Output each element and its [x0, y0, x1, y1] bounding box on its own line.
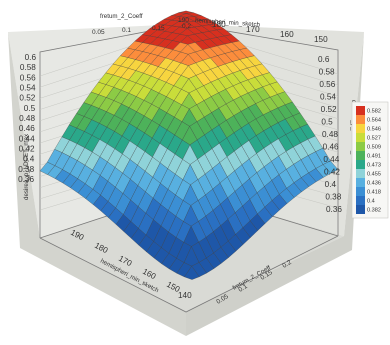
legend-label: 0.455: [367, 172, 381, 178]
top-axis-title-right: hemispheri_min_sketch: [195, 17, 261, 29]
top-y-tick: 170: [246, 25, 260, 34]
legend-swatch: [356, 169, 365, 178]
legend-label: 0.582: [367, 109, 381, 115]
color-legend: 0.582 0.564 0.546 0.527 0.509 0.491 0.473 0.455…: [351, 101, 389, 219]
z-tick-right: 0.42: [324, 168, 340, 177]
legend-swatch: [356, 151, 365, 160]
legend-label: 0.436: [367, 181, 381, 187]
z-tick-right: 0.52: [321, 105, 337, 114]
top-x-tick: 0.05: [92, 29, 105, 36]
front-right-tick: 0.1: [237, 283, 249, 294]
top-x-tick: 0.15: [152, 25, 165, 32]
z-tick-right: 0.56: [319, 80, 335, 89]
legend-swatch: [356, 196, 365, 205]
surface-cell: [184, 265, 200, 280]
z-tick-left: 0.46: [19, 124, 35, 133]
z-tick-left: 0.56: [20, 73, 36, 82]
legend-label: 0.4: [367, 199, 375, 205]
legend-label: 0.418: [367, 190, 381, 196]
legend-swatch: [356, 133, 365, 142]
legend-swatch: [356, 187, 365, 196]
surface-mesh: [39, 10, 339, 280]
front-right-face: [186, 32, 364, 336]
z-tick-right: 0.36: [326, 205, 342, 214]
z-tick-left: 0.58: [20, 63, 36, 72]
top-y-tick: 160: [280, 30, 294, 39]
legend-swatch: [356, 124, 365, 133]
top-x-tick: 0.2: [182, 23, 191, 30]
top-axis-title-left: fretum_2_Coeff: [100, 13, 143, 20]
legend-label: 0.473: [367, 163, 381, 169]
legend-label: 0.491: [367, 154, 381, 160]
z-axis-left-ticks: 0.360.380.40.42 0.440.460.480.50.520.54 0.…: [18, 53, 36, 184]
legend-swatch: [356, 160, 365, 169]
z-tick-right: 0.54: [320, 93, 336, 102]
legend-label: 0.527: [367, 136, 381, 142]
z-axis-right-ticks: 0.36 0.38 0.4 0.42 0.44 0.46 0.48 0.5 0.52 0.54 0.…: [318, 55, 342, 214]
legend-swatch: [356, 115, 365, 124]
z-tick-left: 0.38: [18, 165, 34, 174]
legend-label: 0.564: [367, 118, 381, 124]
top-y-tick: 180: [212, 20, 226, 29]
z-tick-right: 0.46: [323, 143, 339, 152]
legend-swatch: [356, 178, 365, 187]
z-tick-right: 0.6: [318, 55, 330, 64]
top-y-tick: 190: [178, 17, 189, 24]
z-tick-left: 0.52: [19, 94, 35, 103]
z-tick-right: 0.44: [323, 155, 339, 164]
legend-label: 0.382: [367, 208, 381, 214]
front-left-face: [8, 32, 186, 336]
z-tick-right: 0.38: [325, 193, 341, 202]
front-corner-tick: 140: [178, 291, 192, 300]
legend-label: 0.509: [367, 145, 381, 151]
z-tick-left: 0.36: [18, 175, 34, 184]
top-y-tick: 150: [314, 35, 328, 44]
legend-swatch: [356, 205, 365, 214]
z-tick-left: 0.54: [20, 84, 36, 93]
z-tick-right: 0.4: [325, 180, 337, 189]
z-tick-right: 0.58: [319, 68, 335, 77]
legend-swatch: [356, 142, 365, 151]
top-y-ticks: 190 180 170 160 150: [178, 17, 328, 44]
z-tick-left: 0.6: [25, 53, 37, 62]
top-x-tick: 0.1: [122, 27, 131, 34]
z-tick-right: 0.5: [321, 118, 333, 127]
z-tick-right: 0.48: [322, 130, 338, 139]
z-tick-left: 0.44: [19, 134, 35, 143]
top-x-ticks: 0.05 0.1 0.15 0.2: [92, 23, 191, 36]
z-axis-title-left: desirea_p_LDCET_max: [23, 133, 30, 200]
z-tick-left: 0.4: [23, 155, 35, 164]
z-tick-left: 0.48: [19, 114, 35, 123]
legend-swatch: [356, 106, 365, 115]
legend-label: 0.546: [367, 127, 381, 133]
z-tick-left: 0.5: [24, 104, 36, 113]
z-tick-left: 0.42: [19, 145, 35, 154]
front-right-tick: 0.2: [281, 259, 293, 270]
